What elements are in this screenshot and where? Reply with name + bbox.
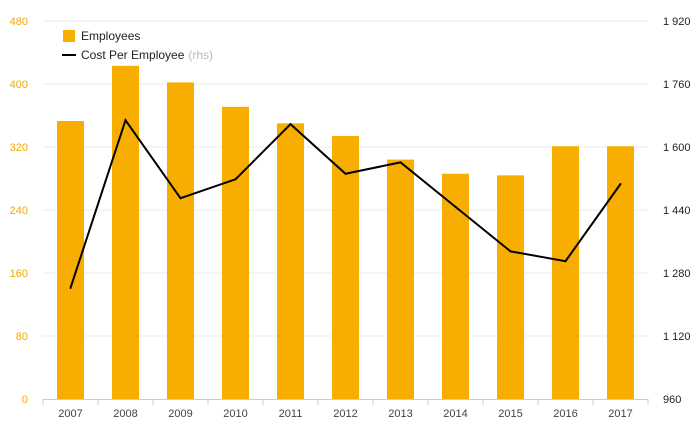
- y-right-tick-label: 1 920: [663, 16, 691, 28]
- x-tick-label: 2016: [553, 408, 577, 420]
- y-left-tick-label: 480: [10, 16, 28, 28]
- bar-2015: [497, 175, 524, 399]
- x-tick-label: 2015: [498, 408, 522, 420]
- x-tick-label: 2017: [608, 408, 632, 420]
- y-left-tick-label: 240: [10, 205, 28, 217]
- point-2013: [399, 161, 402, 164]
- y-right-tick-label: 1 280: [663, 268, 691, 280]
- y-left-tick-label: 80: [16, 331, 28, 343]
- y-right-tick-label: 960: [663, 394, 681, 406]
- x-tick-label: 2009: [168, 408, 192, 420]
- axes: 0 960 80 1 120 160 1 280 240 1 440 320 1 600 400 1 …: [10, 16, 691, 420]
- x-tick-label: 2007: [58, 408, 82, 420]
- y-left-tick-label: 400: [10, 79, 28, 91]
- x-tick-label: 2012: [333, 408, 357, 420]
- y-left-tick-label: 0: [22, 394, 28, 406]
- point-2008: [124, 119, 127, 122]
- legend: Employees Cost Per Employee (rhs): [62, 29, 213, 62]
- y-right-tick-label: 1 440: [663, 205, 691, 217]
- point-2017: [619, 183, 622, 186]
- bar-series-employees: [57, 65, 634, 400]
- point-2011: [289, 123, 292, 126]
- point-2007: [69, 286, 72, 289]
- x-tick-label: 2010: [223, 408, 247, 420]
- point-2014: [454, 205, 457, 208]
- y-right-tick-label: 1 120: [663, 331, 691, 343]
- point-2010: [234, 178, 237, 181]
- bar-2012: [332, 135, 359, 399]
- legend-label-cost-per-employee: Cost Per Employee (rhs): [81, 48, 213, 62]
- point-2009: [179, 197, 182, 200]
- bar-2010: [222, 106, 249, 400]
- bar-2016: [552, 146, 579, 399]
- x-tick-label: 2008: [113, 408, 137, 420]
- y-right-tick-label: 1 600: [663, 142, 691, 154]
- point-2016: [564, 260, 567, 263]
- x-tick-label: 2011: [279, 408, 303, 420]
- point-2015: [509, 250, 512, 253]
- point-2012: [344, 172, 347, 175]
- x-tick-label: 2014: [443, 408, 467, 420]
- y-left-tick-label: 160: [10, 268, 28, 280]
- bar-2013: [387, 159, 414, 399]
- x-tick-label: 2013: [388, 408, 412, 420]
- legend-label-employees: Employees: [81, 29, 140, 43]
- y-left-tick-label: 320: [10, 142, 28, 154]
- bar-2008: [112, 65, 139, 399]
- bar-2014: [442, 173, 469, 399]
- bar-2009: [167, 82, 194, 400]
- y-right-tick-label: 1 760: [663, 79, 691, 91]
- legend-swatch-employees: [63, 30, 75, 42]
- bar-2017: [607, 146, 634, 399]
- line-series-cost-per-employee: [69, 118, 622, 289]
- bar-2011: [277, 123, 304, 399]
